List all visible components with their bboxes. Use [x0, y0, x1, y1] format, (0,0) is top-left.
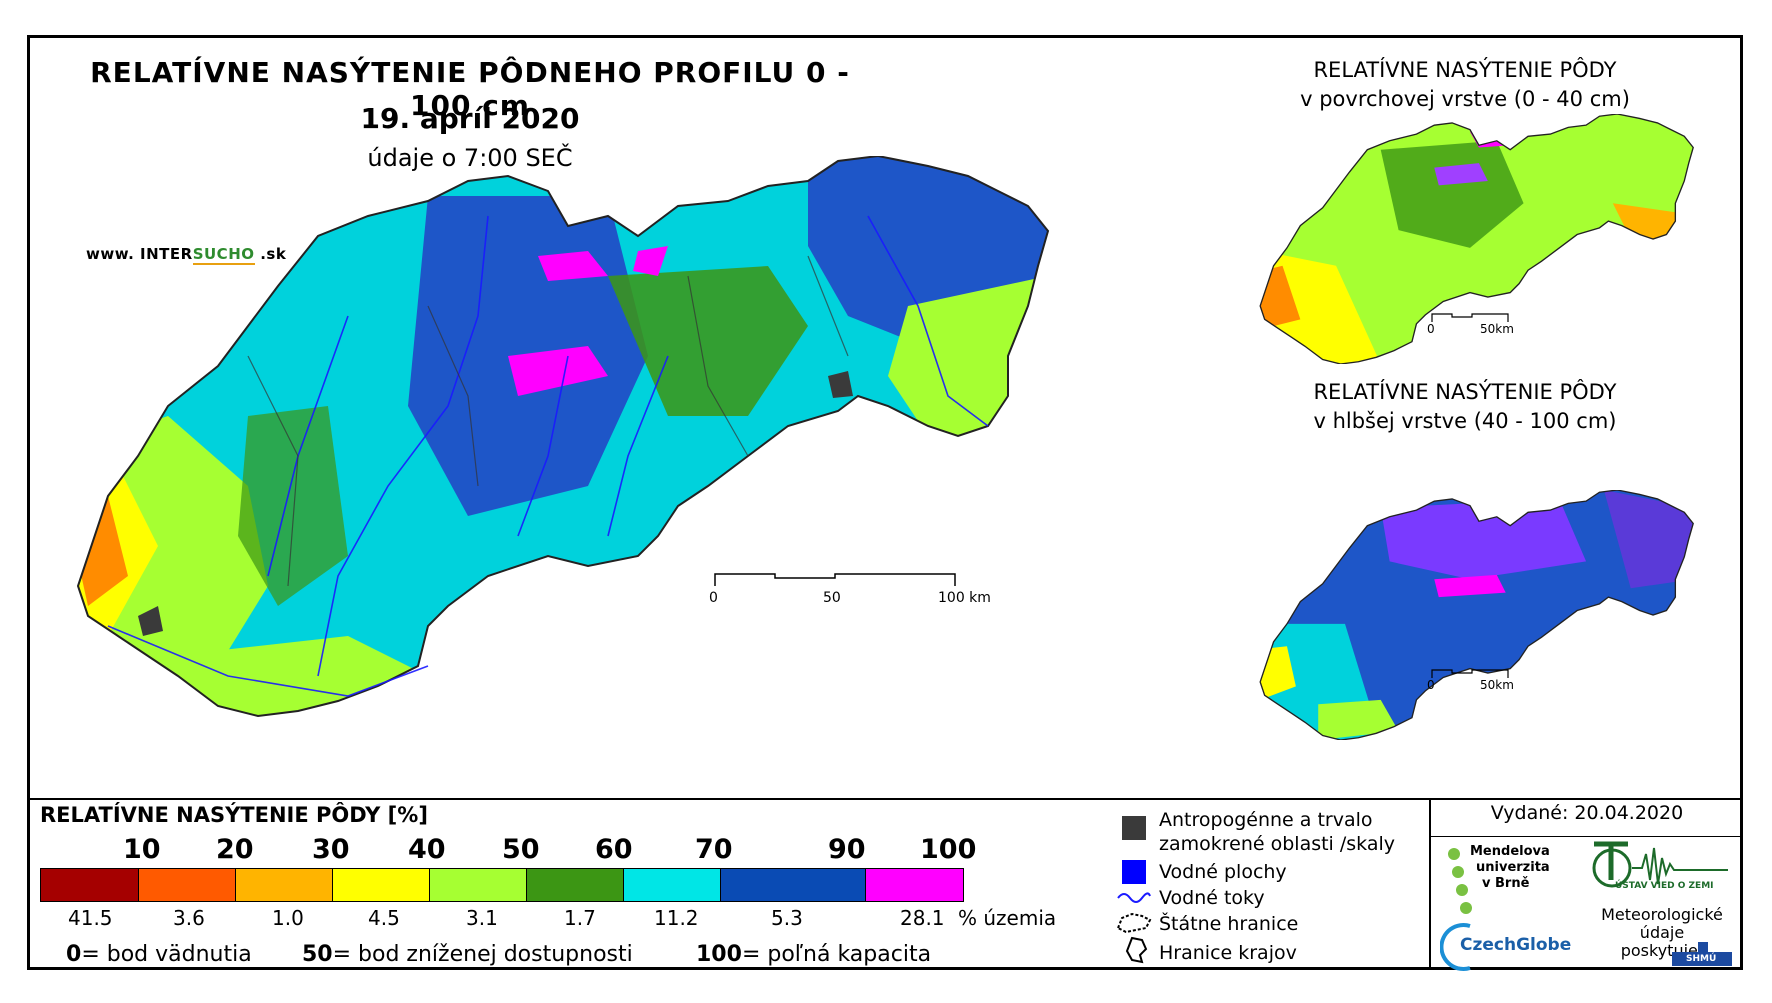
main-scale-bar [714, 573, 956, 586]
inset-bottom-scale-50: 50km [1480, 678, 1514, 692]
legend-tick: 100 [920, 834, 977, 865]
legend-tick: 90 [828, 834, 866, 865]
class-percent: 5.3 [771, 906, 803, 930]
state-border-symbol [1116, 912, 1152, 934]
legend-tick: 70 [695, 834, 733, 865]
anthropogenic-line1: Antropogénne a trvalo [1159, 809, 1373, 831]
definition-text: = poľná kapacita [741, 942, 932, 967]
inset-map-surface [1259, 114, 1694, 364]
class-percent: 28.1 [900, 906, 945, 930]
region-border-symbol [1125, 936, 1148, 964]
map-frame: RELATÍVNE NASÝTENIE PÔDNEHO PROFILU 0 - … [27, 35, 1743, 971]
anthropogenic-line2: zamokrené oblasti /skaly [1159, 833, 1396, 855]
inset-top-scale-50: 50km [1480, 322, 1514, 336]
class-swatch-9 [866, 869, 963, 901]
inset-bottom-title: RELATÍVNE NASÝTENIE PÔDY v hlbšej vrstve… [1215, 378, 1715, 436]
map-date: 19. apríl 2020 [360, 102, 580, 135]
mendel-line1: Mendelova [1470, 844, 1550, 859]
class-percent: 1.7 [564, 906, 596, 930]
inset-bottom-scale-bar [1431, 669, 1509, 678]
legend-tick: 60 [595, 834, 633, 865]
class-percent: 3.1 [466, 906, 498, 930]
issued-date: Vydané: 20.04.2020 [1490, 802, 1684, 824]
credits-divider [1429, 798, 1431, 967]
czechglobe-logo-text: CzechGlobe [1460, 935, 1572, 955]
anthropogenic-label: Antropogénne a trvalo zamokrené oblasti … [1159, 808, 1395, 856]
brand-prefix: www. INTER [86, 245, 193, 263]
legend-tick: 50 [502, 834, 540, 865]
scale-label-50: 50 [823, 590, 841, 606]
class-swatch-5 [430, 869, 527, 901]
class-percent: 3.6 [173, 906, 205, 930]
map-subtitle: údaje o 7:00 SEČ [367, 144, 573, 172]
definition-value: 0 [66, 942, 82, 967]
inset-top-title: RELATÍVNE NASÝTENIE PÔDY v povrchovej vr… [1215, 56, 1715, 114]
shmu-logo-icon [1672, 942, 1732, 966]
ustav-logo-text: ÚSTAV VIED O ZEMI [1615, 881, 1714, 891]
water-bodies-swatch [1122, 860, 1146, 884]
inset-bottom-scale-0: 0 [1427, 678, 1435, 692]
class-swatch-8 [721, 869, 866, 901]
class-swatch-4 [333, 869, 430, 901]
scale-label-100: 100 km [938, 590, 991, 606]
meteo-line2: údaje [1639, 923, 1685, 942]
legend-tick: 40 [408, 834, 446, 865]
definition-reduced: 50= bod zníženej dostupnosti [302, 942, 633, 967]
definition-value: 50 [302, 942, 333, 967]
definition-text: = bod vädnutia [81, 942, 252, 967]
class-percent: 4.5 [368, 906, 400, 930]
legend-tick: 20 [216, 834, 254, 865]
issued-divider [1429, 836, 1740, 837]
class-percent: 11.2 [654, 906, 699, 930]
ustav-logo-icon [1592, 841, 1728, 888]
legend-title: RELATÍVNE NASÝTENIE PÔDY [%] [40, 803, 428, 827]
meteo-line1: Meteorologické [1601, 905, 1723, 924]
inset-top-title-line1: RELATÍVNE NASÝTENIE PÔDY [1313, 58, 1617, 82]
definition-value: 100 [696, 942, 742, 967]
class-percent: 1.0 [272, 906, 304, 930]
class-percent: 41.5 [68, 906, 113, 930]
definition-wilting: 0= bod vädnutia [66, 942, 252, 967]
color-scale-bar [40, 868, 964, 902]
czechglobe-logo-icon [1440, 923, 1471, 971]
mendel-dots-icon [1448, 848, 1472, 914]
legend-tick: 30 [312, 834, 350, 865]
inset-top-title-line2: v povrchovej vrstve (0 - 40 cm) [1300, 87, 1630, 111]
anthropogenic-swatch [1122, 816, 1146, 840]
brand-highlight: SUCHO [192, 245, 255, 265]
inset-bottom-title-line2: v hlbšej vrstve (40 - 100 cm) [1313, 409, 1617, 433]
scale-label-0: 0 [709, 590, 718, 606]
class-swatch-7 [624, 869, 721, 901]
region-border-label: Hranice krajov [1159, 942, 1297, 964]
intersucho-link[interactable]: www. INTERSUCHO .sk [86, 245, 287, 265]
mendel-line2: univerzita [1476, 860, 1550, 875]
percent-unit: % územia [958, 906, 1057, 930]
mendel-line3: v Brně [1482, 876, 1530, 891]
class-swatch-6 [527, 869, 624, 901]
definition-capacity: 100= poľná kapacita [696, 942, 931, 967]
brand-suffix: .sk [254, 245, 287, 263]
class-swatch-3 [236, 869, 333, 901]
water-bodies-label: Vodné plochy [1159, 861, 1287, 883]
shmu-logo-text: SHMÚ [1686, 954, 1717, 964]
class-swatch-1 [41, 869, 139, 901]
inset-bottom-title-line1: RELATÍVNE NASÝTENIE PÔDY [1313, 380, 1617, 404]
inset-top-scale-0: 0 [1427, 322, 1435, 336]
mendel-logo-text: Mendelova univerzita v Brně [1470, 844, 1550, 892]
class-swatch-2 [139, 869, 236, 901]
inset-top-scale-bar [1431, 313, 1509, 322]
state-border-label: Štátne hranice [1159, 913, 1299, 935]
main-map [76, 156, 1050, 718]
legend-divider [30, 798, 1740, 800]
streams-label: Vodné toky [1159, 887, 1265, 909]
inset-map-deep [1259, 490, 1694, 740]
page-title: RELATÍVNE NASÝTENIE PÔDNEHO PROFILU 0 - … [90, 56, 850, 122]
legend-tick: 10 [123, 834, 161, 865]
definition-text: = bod zníženej dostupnosti [332, 942, 633, 967]
streams-symbol [1117, 892, 1151, 903]
